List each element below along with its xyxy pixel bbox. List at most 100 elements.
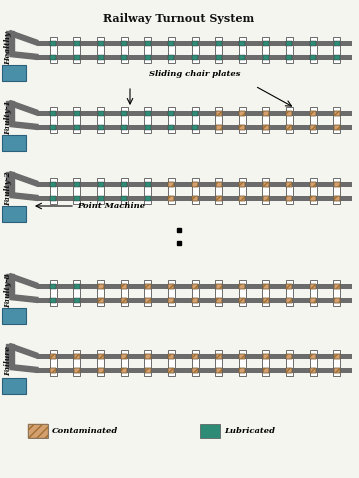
Bar <box>168 182 174 186</box>
Bar <box>263 283 269 289</box>
Bar <box>286 124 293 130</box>
Bar <box>168 37 175 63</box>
Bar <box>50 283 56 289</box>
Bar <box>168 283 174 289</box>
Bar <box>215 350 222 376</box>
Bar <box>121 283 127 289</box>
Bar <box>262 107 269 133</box>
Bar <box>239 124 245 130</box>
Bar <box>310 110 316 116</box>
Bar <box>191 37 199 63</box>
Bar <box>191 350 199 376</box>
Polygon shape <box>6 273 14 297</box>
Bar <box>121 283 127 289</box>
Bar <box>50 350 57 376</box>
Bar <box>121 182 127 186</box>
Polygon shape <box>6 31 14 54</box>
Bar <box>50 297 56 303</box>
Text: Healthy: Healthy <box>4 32 12 65</box>
Bar <box>216 182 222 186</box>
Bar <box>263 110 269 116</box>
Bar <box>192 368 198 372</box>
Bar <box>121 37 128 63</box>
Bar <box>191 280 199 306</box>
Bar <box>239 283 245 289</box>
Bar <box>121 54 127 59</box>
Bar <box>98 54 103 59</box>
Text: Contaminated: Contaminated <box>52 427 118 435</box>
Bar <box>50 54 56 59</box>
Bar <box>216 196 222 200</box>
Bar <box>168 196 174 200</box>
Bar <box>286 110 293 116</box>
Bar <box>74 283 80 289</box>
Bar <box>2 307 26 324</box>
Bar <box>121 354 127 358</box>
Bar <box>98 182 103 186</box>
Bar <box>286 283 293 289</box>
Bar <box>286 110 293 116</box>
Bar <box>239 350 246 376</box>
Bar <box>333 37 340 63</box>
Polygon shape <box>10 193 38 200</box>
Bar <box>74 178 80 204</box>
Bar <box>168 196 174 200</box>
Bar <box>286 280 293 306</box>
Bar <box>262 178 269 204</box>
Text: Faulty-8: Faulty-8 <box>4 274 12 308</box>
Bar <box>309 107 317 133</box>
Bar <box>334 196 340 200</box>
Bar <box>74 124 80 130</box>
Bar <box>168 178 175 204</box>
Bar <box>310 182 316 186</box>
Bar <box>334 354 340 358</box>
Bar <box>144 107 151 133</box>
Bar <box>121 297 127 303</box>
Bar <box>262 37 269 63</box>
Bar <box>286 350 293 376</box>
Text: Point Machine: Point Machine <box>77 202 145 210</box>
Bar <box>38 41 352 45</box>
Bar <box>263 124 269 130</box>
Bar <box>334 354 340 358</box>
Bar <box>145 182 151 186</box>
Bar <box>145 368 151 372</box>
Bar <box>310 283 316 289</box>
Bar <box>145 110 151 116</box>
Bar <box>286 297 293 303</box>
Bar <box>286 54 293 59</box>
Bar <box>286 37 293 63</box>
Bar <box>333 107 340 133</box>
Bar <box>50 182 56 186</box>
Bar <box>2 65 26 80</box>
Bar <box>192 110 198 116</box>
Bar <box>168 280 175 306</box>
Bar <box>144 37 151 63</box>
Bar <box>145 124 151 130</box>
Bar <box>263 196 269 200</box>
Bar <box>239 124 245 130</box>
Bar <box>192 283 198 289</box>
Bar <box>50 368 56 372</box>
Bar <box>239 297 245 303</box>
Bar <box>74 54 80 59</box>
Text: Faulty-1: Faulty-1 <box>4 101 12 135</box>
Bar <box>309 350 317 376</box>
Bar <box>121 368 127 372</box>
Bar <box>333 350 340 376</box>
Bar <box>310 368 316 372</box>
Bar <box>239 182 245 186</box>
Bar <box>74 37 80 63</box>
Bar <box>121 350 128 376</box>
Bar <box>310 110 316 116</box>
Bar <box>168 297 174 303</box>
Bar <box>309 178 317 204</box>
Bar <box>74 354 80 358</box>
Bar <box>192 297 198 303</box>
Bar <box>192 54 198 59</box>
Bar <box>97 37 104 63</box>
Bar <box>192 196 198 200</box>
Bar <box>216 283 222 289</box>
Bar <box>215 107 222 133</box>
Bar <box>98 354 103 358</box>
